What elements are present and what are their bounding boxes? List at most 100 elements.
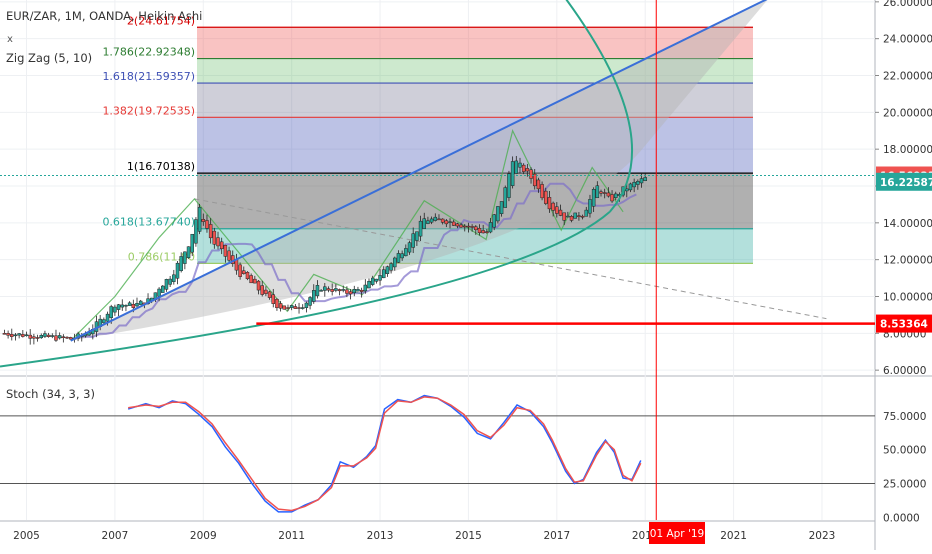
price-badge-label: 8.53364	[880, 319, 928, 331]
y-tick-label: 26.00000	[883, 0, 932, 9]
candle-body	[238, 264, 242, 277]
candle-body	[341, 289, 345, 291]
price-badge	[876, 172, 932, 191]
stoch-indicator-label[interactable]: Stoch (34, 3, 3)	[6, 387, 95, 401]
x-tick-label: 2015	[455, 530, 482, 542]
candle-body	[602, 192, 607, 194]
candle-body	[359, 289, 364, 292]
candle-body	[323, 286, 327, 291]
y-tick-label: 10.00000	[883, 291, 932, 303]
stoch-pane[interactable]	[127, 394, 642, 513]
candle-body	[330, 289, 334, 292]
candle-body	[385, 266, 390, 274]
candle-body	[39, 335, 43, 339]
candle-body	[10, 334, 14, 337]
candle-body	[267, 291, 272, 298]
candle-body	[43, 333, 47, 337]
candle-body	[374, 278, 379, 282]
fib-level-label: 0.618(13.67740)	[102, 216, 195, 229]
fib-level-label: 0.786(11.80	[128, 250, 195, 263]
candle-body	[138, 300, 143, 305]
fib-level-label: 1.382(19.72535)	[102, 104, 195, 117]
candle-body	[558, 209, 563, 216]
candle-body	[54, 335, 58, 341]
candle-body	[337, 289, 342, 292]
fib-zone	[197, 83, 753, 118]
dashed-trend-line[interactable]	[194, 198, 827, 320]
candle-body	[396, 253, 401, 263]
candle-body	[300, 307, 305, 309]
candle-body	[197, 207, 202, 232]
candle-body	[466, 225, 471, 228]
x-tick-label: 2009	[190, 530, 217, 542]
candle-body	[613, 193, 618, 198]
y-tick-label: 18.00000	[883, 144, 932, 156]
candle-body	[440, 218, 445, 223]
candle-body	[35, 337, 40, 339]
candle-body	[547, 197, 552, 210]
candle-body	[588, 199, 592, 214]
axis-layer: 6.000008.0000010.0000012.0000014.0000016…	[13, 0, 932, 542]
candle-body	[503, 187, 508, 208]
fib-zone	[197, 173, 753, 229]
candle-body	[451, 221, 456, 226]
candle-body	[393, 257, 397, 268]
x-tick-label: 2021	[720, 530, 747, 542]
candle-body	[334, 288, 338, 291]
parabolic-curve[interactable]	[0, 211, 611, 368]
candle-body	[212, 230, 217, 245]
candle-body	[28, 334, 32, 339]
candle-body	[544, 190, 548, 204]
close-mark-icon[interactable]: x	[7, 34, 13, 45]
candle-body	[529, 169, 533, 179]
candle-body	[422, 218, 426, 229]
drawings-front[interactable]	[0, 0, 875, 520]
candle-body	[223, 245, 228, 257]
candle-body	[131, 303, 136, 308]
candle-body	[477, 227, 482, 233]
candle-body	[201, 219, 206, 222]
candle-body	[400, 253, 404, 259]
candle-body	[253, 278, 257, 284]
candle-body	[356, 289, 360, 292]
zigzag-indicator-label[interactable]: Zig Zag (5, 10)	[6, 51, 92, 65]
candle-body	[363, 284, 368, 292]
candle-body	[194, 219, 198, 244]
trend-line[interactable]	[70, 0, 769, 342]
fib-zone	[197, 117, 753, 174]
candle-body	[518, 162, 522, 168]
candle-body	[161, 285, 165, 293]
candle-body	[507, 173, 511, 198]
candle-body	[525, 168, 530, 172]
stoch-y-tick-label: 0.0000	[883, 512, 920, 524]
candle-body	[17, 333, 21, 336]
candle-body	[492, 214, 496, 228]
candle-body	[179, 256, 183, 271]
candle-body	[532, 173, 537, 187]
y-tick-label: 24.00000	[883, 34, 932, 46]
candle-body	[315, 285, 320, 297]
candle-body	[566, 215, 570, 218]
candle-body	[183, 251, 187, 264]
candle-body	[485, 231, 489, 233]
parabolic-curve-upper[interactable]	[561, 0, 634, 213]
candle-body	[569, 216, 574, 221]
candle-body	[319, 290, 323, 292]
candle-body	[510, 161, 515, 186]
candle-body	[242, 270, 246, 274]
fib-retracement[interactable]: 1(16.70138) 1.382(19.72535) 1.618(21.59357…	[102, 14, 753, 264]
candle-body	[168, 278, 172, 285]
candle-body	[13, 334, 18, 337]
candle-body	[488, 222, 493, 233]
candle-body	[551, 202, 555, 211]
candle-body	[124, 304, 128, 307]
stoch-k-line	[127, 394, 642, 513]
x-tick-label: 2013	[367, 530, 394, 542]
candle-body	[164, 279, 169, 290]
candle-body	[65, 336, 69, 339]
candle-body	[50, 335, 55, 337]
candle-body	[352, 288, 357, 294]
